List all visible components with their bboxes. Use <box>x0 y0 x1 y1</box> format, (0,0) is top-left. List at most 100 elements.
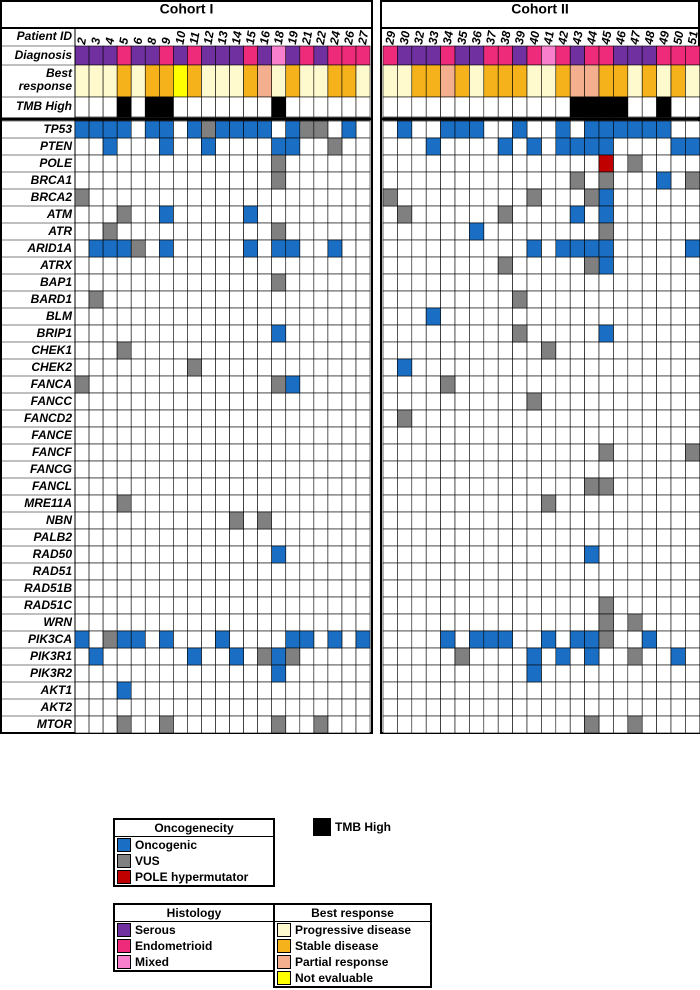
gene-cell <box>425 443 441 462</box>
gene-cell <box>584 358 600 377</box>
gene-cell <box>173 443 188 462</box>
gene-cell <box>425 664 441 683</box>
tmb-cell <box>641 96 657 118</box>
gene-cell <box>243 307 258 326</box>
gene-cell <box>341 358 357 377</box>
oncoprint: Cohort I2 3 4 5 6 8 9 1011121314151618192122242… <box>0 0 700 734</box>
gene-cell <box>215 188 230 207</box>
gene-cell <box>569 443 585 462</box>
gene-cell <box>670 562 686 581</box>
alteration <box>102 239 118 258</box>
gene-cell <box>130 426 146 445</box>
gene-cell <box>229 137 244 156</box>
gene-cell <box>584 596 600 615</box>
gene-cell <box>685 358 700 377</box>
gene-cell <box>382 630 398 649</box>
alteration <box>555 137 571 156</box>
gene-cell <box>88 681 104 700</box>
gene-cell <box>102 494 118 513</box>
gene-cell <box>341 511 357 530</box>
gene-cell <box>397 324 413 343</box>
gene-cell <box>116 579 132 598</box>
gene-cell <box>641 375 657 394</box>
gene-cell <box>584 222 600 241</box>
gene-cell <box>173 239 188 258</box>
gene-cell <box>299 307 315 326</box>
gene-cell <box>555 443 571 462</box>
gene-cell <box>159 307 174 326</box>
gene-cell <box>313 273 329 292</box>
response-cell <box>656 64 672 98</box>
gene-cell <box>201 205 216 224</box>
gene-cell <box>497 443 513 462</box>
gene-cell <box>397 222 413 241</box>
gene-cell <box>355 341 371 360</box>
gene-cell <box>229 681 244 700</box>
tmb-cell <box>355 96 371 118</box>
gene-cell <box>74 443 90 462</box>
patient-id: 41 <box>541 30 557 47</box>
gene-cell <box>74 647 90 666</box>
gene-cell <box>569 273 585 292</box>
gene-cell <box>656 494 672 513</box>
alteration <box>627 120 643 139</box>
gene-cell <box>411 256 427 275</box>
response-cell <box>187 64 202 98</box>
gene-cell <box>215 239 230 258</box>
gene-cell <box>102 664 118 683</box>
gene-cell <box>541 375 557 394</box>
gene-cell <box>201 273 216 292</box>
gene-cell <box>526 613 542 632</box>
gene-cell <box>627 222 643 241</box>
gene-cell <box>670 596 686 615</box>
gene-cell <box>526 154 542 173</box>
gene-cell <box>257 137 272 156</box>
gene-cell <box>512 494 528 513</box>
alteration <box>257 120 272 139</box>
gene-cell <box>685 630 700 649</box>
diagnosis-cell <box>130 45 146 66</box>
gene-cell <box>116 375 132 394</box>
gene-cell <box>257 596 272 615</box>
gene-cell <box>454 290 470 309</box>
gene-cell <box>173 494 188 513</box>
gene-cell <box>641 494 657 513</box>
gene-cell <box>144 494 160 513</box>
gene-cell <box>74 596 90 615</box>
gene-cell <box>355 477 371 496</box>
gene-cell <box>397 562 413 581</box>
legend-label: Mixed <box>135 955 170 969</box>
gene-cell <box>641 647 657 666</box>
gene-cell <box>229 341 244 360</box>
gene-cell <box>341 341 357 360</box>
gene-cell <box>257 664 272 683</box>
alteration <box>641 630 657 649</box>
gene-cell <box>382 290 398 309</box>
gene-cell <box>355 239 371 258</box>
gene-cell <box>627 528 643 547</box>
gene-cell <box>512 222 528 241</box>
gene-cell <box>469 698 485 717</box>
alteration <box>440 375 456 394</box>
gene-cell <box>627 426 643 445</box>
gene-label: CHEK2 <box>31 360 72 374</box>
gene-cell <box>440 579 456 598</box>
gene-cell <box>130 256 146 275</box>
gene-cell <box>555 290 571 309</box>
gene-cell <box>541 477 557 496</box>
gene-cell <box>512 409 528 428</box>
gene-cell <box>327 494 343 513</box>
gene-cell <box>555 307 571 326</box>
gene-cell <box>641 205 657 224</box>
gene-cell <box>627 171 643 190</box>
legend-tmb: TMB High <box>313 818 391 836</box>
alteration <box>341 120 357 139</box>
alteration <box>201 137 216 156</box>
gene-cell <box>641 273 657 292</box>
gene-cell <box>382 205 398 224</box>
gene-cell <box>641 426 657 445</box>
tmb-high <box>271 96 287 118</box>
gene-cell <box>187 443 202 462</box>
alteration <box>454 647 470 666</box>
alteration <box>102 222 118 241</box>
